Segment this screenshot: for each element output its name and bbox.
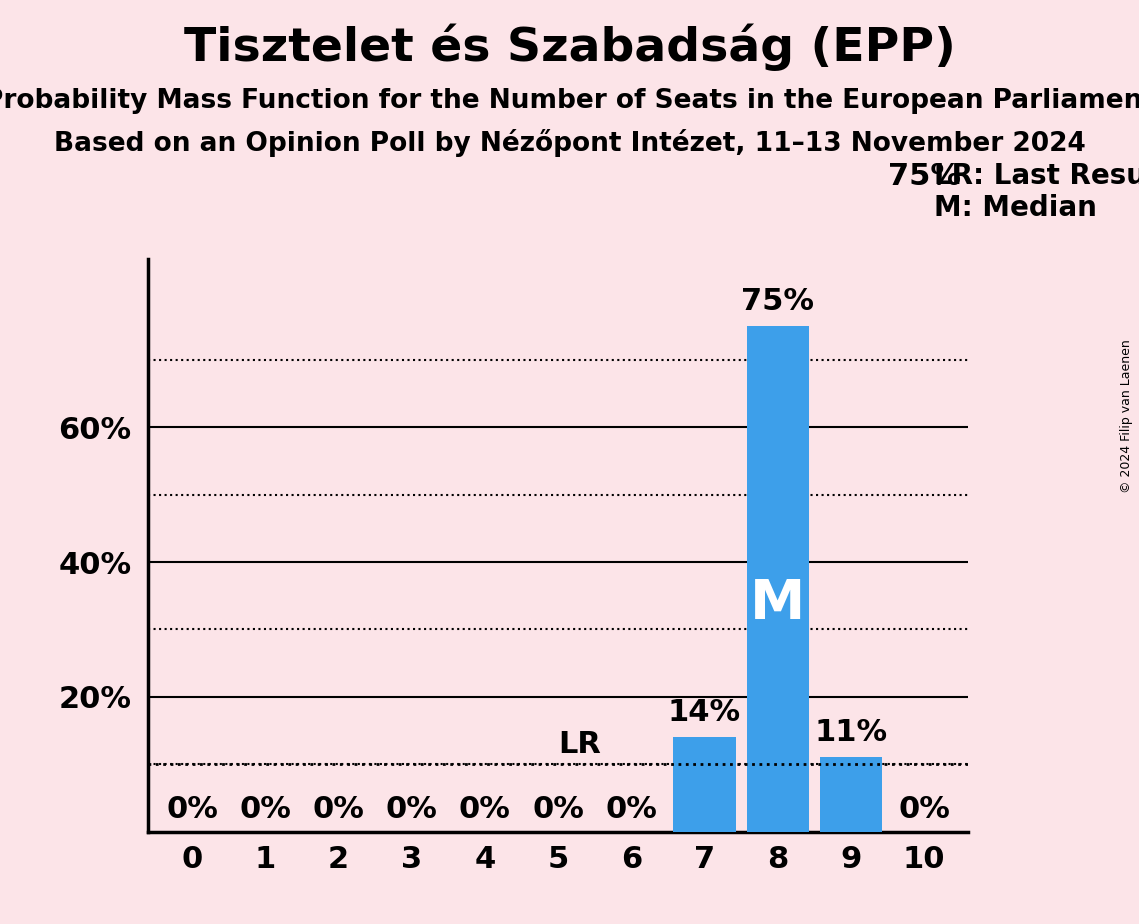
Text: 0%: 0% <box>239 795 292 823</box>
Text: 0%: 0% <box>606 795 657 823</box>
Text: Probability Mass Function for the Number of Seats in the European Parliament: Probability Mass Function for the Number… <box>0 88 1139 114</box>
Text: 75%: 75% <box>741 287 814 316</box>
Text: 0%: 0% <box>532 795 584 823</box>
Text: 0%: 0% <box>899 795 950 823</box>
Text: 75%: 75% <box>888 162 961 190</box>
Text: 0%: 0% <box>459 795 510 823</box>
Text: M: Median: M: Median <box>934 194 1097 222</box>
Text: 0%: 0% <box>312 795 364 823</box>
Text: Based on an Opinion Poll by Nézőpont Intézet, 11–13 November 2024: Based on an Opinion Poll by Nézőpont Int… <box>54 129 1085 157</box>
Text: Tisztelet és Szabadság (EPP): Tisztelet és Szabadság (EPP) <box>183 23 956 70</box>
Text: LR: LR <box>558 730 601 759</box>
Bar <box>820 758 882 832</box>
Text: 0%: 0% <box>386 795 437 823</box>
Text: © 2024 Filip van Laenen: © 2024 Filip van Laenen <box>1121 339 1133 492</box>
Bar <box>673 737 736 832</box>
Bar <box>747 326 809 832</box>
Text: LR: Last Result: LR: Last Result <box>934 162 1139 189</box>
Text: 0%: 0% <box>166 795 218 823</box>
Text: M: M <box>751 578 805 631</box>
Text: 14%: 14% <box>667 699 741 727</box>
Text: 11%: 11% <box>814 718 887 748</box>
